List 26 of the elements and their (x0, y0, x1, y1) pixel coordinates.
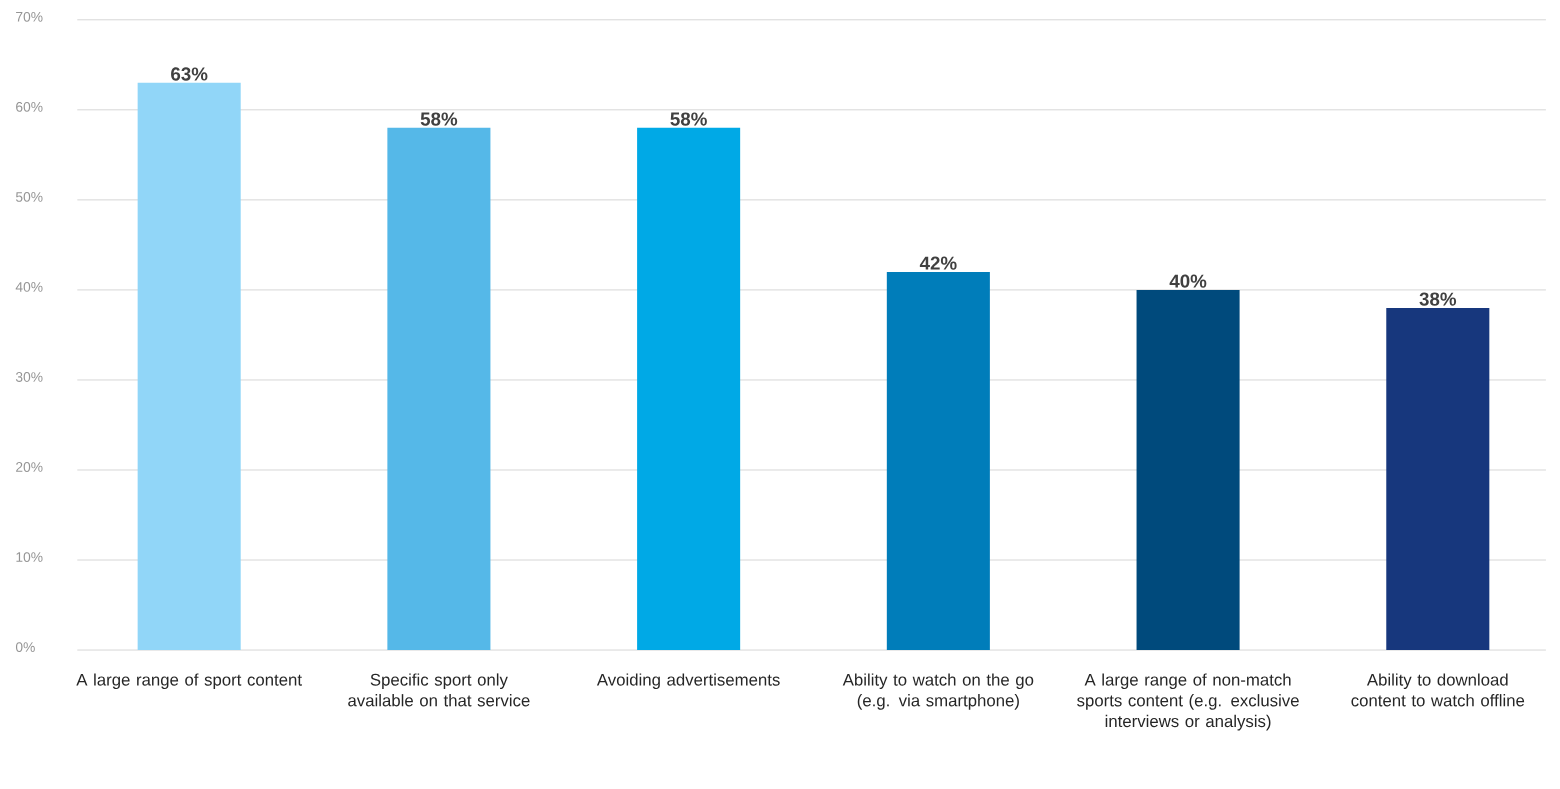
data-label: 42% (919, 256, 957, 270)
bar (637, 127, 741, 651)
x-tick-label: A large range of non-match sports content (e.g. exclusive interviews or analysis) (1077, 673, 1299, 731)
x-tick-label: A large range of sport content (76, 673, 302, 690)
y-tick-label: 50% (15, 192, 43, 202)
data-label: 38% (1419, 292, 1457, 306)
y-tick-label: 70% (16, 12, 43, 22)
x-tick-label: Ability to watch on the go (e.g. via smartphone) (842, 673, 1034, 710)
data-label: 58% (670, 112, 707, 126)
data-label: 40% (1169, 274, 1207, 288)
y-tick-label: 0% (15, 642, 35, 653)
bar (137, 82, 241, 651)
data-label: 63% (171, 67, 208, 81)
y-tick-label: 30% (15, 372, 43, 382)
y-tick-label: 10% (16, 552, 43, 563)
x-tick-label: Specific sport only available on that service (348, 673, 530, 707)
bar (1136, 290, 1240, 651)
x-tick-label: Avoiding advertisements (596, 673, 780, 690)
y-tick-label: 60% (16, 102, 43, 112)
bar (1386, 308, 1490, 651)
bar (387, 127, 491, 651)
y-tick-label: 20% (16, 462, 43, 473)
y-tick-label: 40% (15, 282, 43, 292)
x-tick-label: Ability to download content to watch offline (1351, 673, 1525, 707)
data-label: 58% (420, 112, 458, 126)
bar (886, 272, 990, 651)
